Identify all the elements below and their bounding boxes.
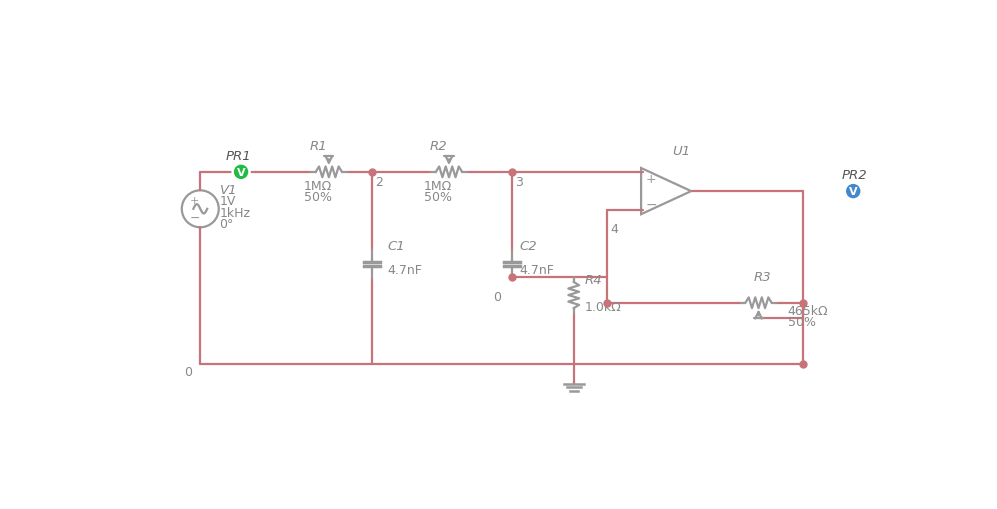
Text: PR1: PR1	[225, 150, 251, 162]
Text: 0: 0	[494, 291, 501, 304]
Text: 1V: 1V	[219, 195, 236, 208]
Text: U1: U1	[672, 145, 691, 158]
Text: 1MΩ: 1MΩ	[424, 180, 453, 192]
Circle shape	[232, 164, 249, 181]
Text: 50%: 50%	[304, 190, 332, 203]
Text: +: +	[646, 173, 656, 186]
Text: 1MΩ: 1MΩ	[304, 180, 332, 192]
Text: R3: R3	[754, 270, 772, 283]
Text: 465kΩ: 465kΩ	[788, 305, 829, 318]
Text: 4.7nF: 4.7nF	[388, 264, 423, 277]
Text: 50%: 50%	[424, 190, 453, 203]
Text: +: +	[190, 196, 199, 206]
Text: 1kHz: 1kHz	[219, 206, 250, 219]
Text: 4.7nF: 4.7nF	[519, 264, 554, 277]
Text: V: V	[848, 187, 857, 196]
Text: 50%: 50%	[788, 316, 816, 328]
Text: 0: 0	[184, 365, 192, 378]
Text: 4: 4	[610, 222, 618, 236]
Text: V1: V1	[219, 184, 237, 197]
Text: R4: R4	[584, 274, 602, 287]
Text: 3: 3	[515, 176, 523, 188]
Text: −: −	[645, 197, 657, 211]
Text: 2: 2	[375, 176, 383, 188]
Circle shape	[844, 183, 861, 200]
Text: C2: C2	[519, 239, 537, 252]
Text: V: V	[236, 167, 245, 178]
Text: R2: R2	[430, 139, 447, 153]
Text: −: −	[189, 211, 200, 224]
Text: C1: C1	[388, 239, 405, 252]
Text: R1: R1	[309, 139, 327, 153]
Text: 0°: 0°	[219, 218, 234, 231]
Text: 1.0kΩ: 1.0kΩ	[584, 301, 621, 314]
Text: PR2: PR2	[841, 169, 867, 182]
